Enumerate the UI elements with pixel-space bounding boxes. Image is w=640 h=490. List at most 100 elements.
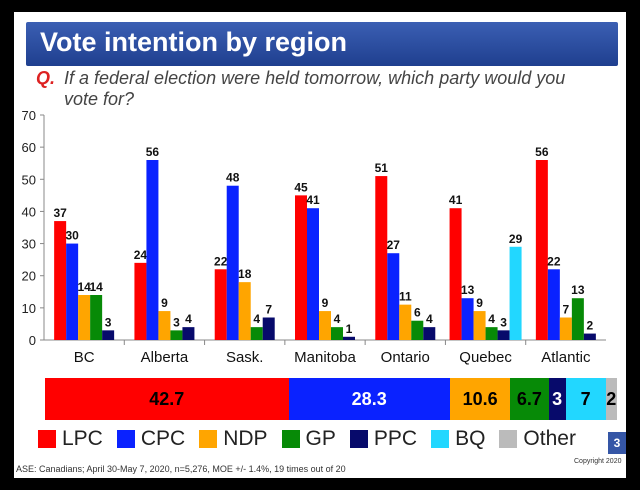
y-tick-label: 0 [29,333,36,348]
copyright-notice: Copyright 2020 [574,458,622,465]
category-label: Manitoba [294,349,356,366]
legend-swatch [38,430,56,448]
bar-value-label: 2 [587,319,594,333]
stack-segment-ndp: 10.6 [449,378,511,420]
y-tick-label: 10 [22,301,36,316]
bar-value-label: 1 [346,322,353,336]
bar-value-label: 3 [500,315,507,329]
slide: Vote intention by region Q. If a federal… [14,12,626,478]
bar-value-label: 11 [399,290,412,304]
bar-value-label: 30 [65,229,79,243]
legend-label: BQ [455,427,486,450]
title-banner: Vote intention by region [26,22,618,66]
stack-segment-lpc: 42.7 [45,378,289,420]
bar-lpc [295,195,307,340]
bar-value-label: 4 [185,312,192,326]
stack-segment-other: 2 [605,378,617,420]
question-text: If a federal election were held tomorrow… [64,68,566,109]
y-tick-label: 60 [22,140,36,155]
bar-ndp [473,311,486,340]
bar-value-label: 51 [375,161,389,175]
legend-item-ndp: NDP [199,427,268,451]
bar-value-label: 22 [214,254,228,268]
bar-cpc [66,243,79,340]
stack-segment-bq: 7 [565,378,606,420]
bar-value-label: 24 [134,248,148,262]
stack-segment-gp: 6.7 [510,378,549,420]
bar-ndp [399,304,412,340]
category-label: Quebec [459,349,512,366]
bar-value-label: 7 [265,303,272,317]
legend-label: NDP [223,427,268,450]
bar-value-label: 4 [334,312,341,326]
bar-cpc [461,298,474,340]
bar-lpc [134,262,147,340]
legend-label: GP [305,427,336,450]
legend-item-bq: BQ [431,427,485,451]
legend-item-other: Other [499,427,576,451]
bar-ppc [262,317,275,340]
bar-value-label: 7 [563,303,570,317]
bar-value-label: 4 [488,312,495,326]
bar-value-label: 4 [253,312,260,326]
bar-lpc [535,160,548,340]
bar-value-label: 14 [89,280,103,294]
bar-gp [411,320,424,340]
category-label: Ontario [381,349,430,366]
bar-cpc [547,269,560,340]
bar-ndp [238,282,251,340]
bar-ppc [583,333,596,340]
bar-cpc [307,208,319,340]
legend-swatch [199,430,218,448]
bar-value-label: 27 [387,238,401,252]
legend-label: CPC [140,427,186,450]
bar-value-label: 29 [509,232,523,246]
legend-label: PPC [373,427,418,450]
national-stacked-bar: 42.7 28.3 10.6 6.7 3 7 2 [45,378,617,420]
category-label: Alberta [141,349,189,366]
legend-item-gp: GP [281,427,336,451]
bar-value-label: 3 [173,315,180,329]
bar-value-label: 13 [571,283,585,297]
bar-lpc [214,269,227,340]
y-tick-label: 40 [22,204,36,219]
bar-ndp [319,311,331,340]
y-tick-label: 30 [22,237,36,252]
bar-value-label: 6 [414,306,421,320]
category-label: BC [74,349,95,366]
bar-value-label: 41 [449,193,463,207]
bar-cpc [226,185,239,340]
bar-ppc [102,330,115,340]
bar-gp [170,330,183,340]
stack-segment-cpc: 28.3 [288,378,450,420]
bar-value-label: 37 [53,206,67,220]
page-number: 3 [608,432,626,454]
bar-value-label: 18 [238,267,252,281]
bar-value-label: 45 [294,180,308,194]
legend-swatch [349,430,368,448]
bar-value-label: 4 [426,312,433,326]
bar-value-label: 14 [77,280,91,294]
legend-item-cpc: CPC [116,427,186,451]
bar-gp [90,295,103,340]
bar-gp [250,327,263,340]
bar-value-label: 9 [322,296,329,310]
bar-gp [571,298,584,340]
base-footnote: ASE: Canadians; April 30-May 7, 2020, n=… [16,464,346,474]
bar-ppc [497,330,510,340]
stack-segment-ppc: 3 [548,378,566,420]
legend-swatch [116,430,135,448]
bar-gp [331,327,343,340]
bar-cpc [387,253,400,340]
y-tick-label: 70 [22,108,36,123]
bar-value-label: 56 [146,145,160,159]
legend-label: Other [523,427,576,450]
bar-value-label: 9 [476,296,483,310]
bar-ndp [158,311,171,340]
category-label: Atlantic [541,349,591,366]
bar-bq [509,246,522,340]
bar-ndp [559,317,572,340]
bar-lpc [375,176,388,340]
bar-value-label: 41 [306,193,320,207]
